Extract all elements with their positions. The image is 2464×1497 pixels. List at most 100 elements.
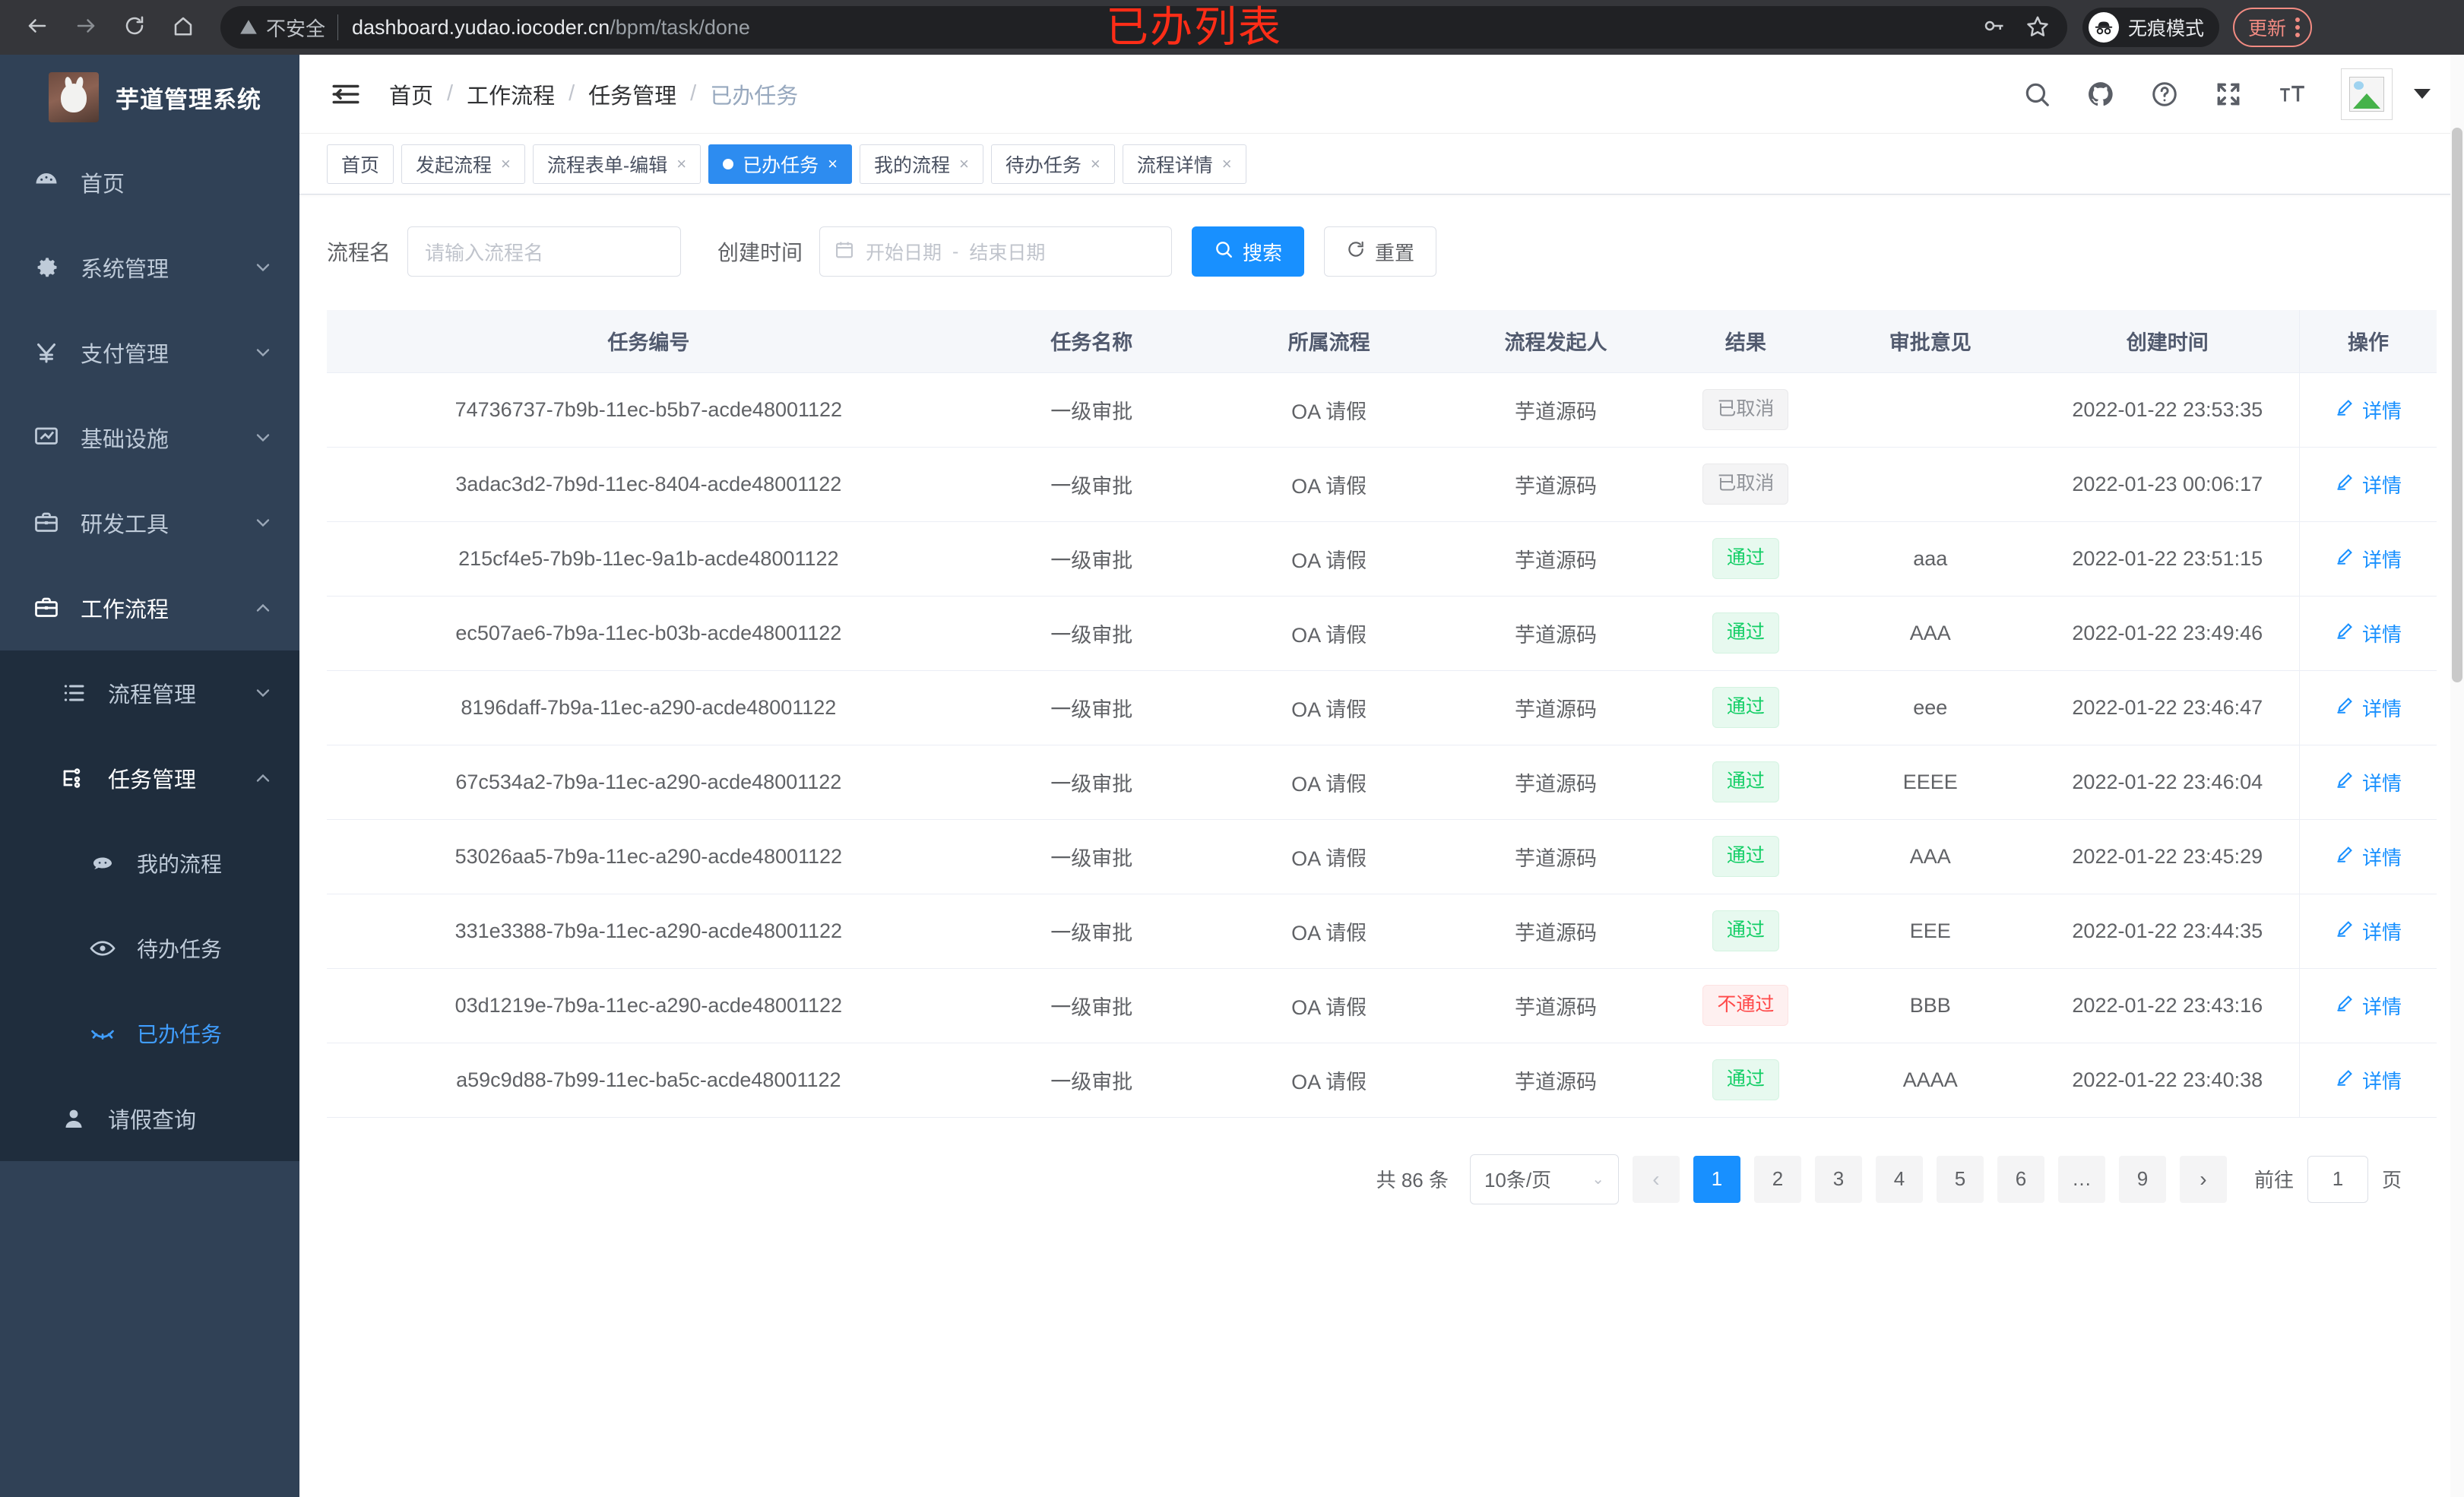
process-name-input[interactable]: 请输入流程名: [407, 226, 682, 277]
tab-process-detail[interactable]: 流程详情 ×: [1122, 144, 1246, 184]
sidebar-item-payment-management[interactable]: 支付管理: [0, 310, 299, 395]
create-time-daterange[interactable]: 开始日期 - 结束日期: [819, 226, 1173, 277]
table-row[interactable]: 8196daff-7b9a-11ec-a290-acde48001122 一级审批…: [327, 670, 2437, 745]
forward-button[interactable]: [64, 5, 108, 49]
reset-button[interactable]: 重置: [1324, 226, 1437, 277]
table-row[interactable]: a59c9d88-7b99-11ec-ba5c-acde48001122 一级审批…: [327, 1043, 2437, 1118]
page-button-4[interactable]: 4: [1875, 1155, 1923, 1203]
hamburger-icon[interactable]: [330, 78, 362, 110]
close-icon[interactable]: ×: [676, 153, 687, 173]
sidebar-item-home[interactable]: 首页: [0, 140, 299, 225]
detail-button[interactable]: 详情: [2335, 992, 2402, 1020]
sidebar-item-dev-tools[interactable]: 研发工具: [0, 480, 299, 565]
table-row[interactable]: 215cf4e5-7b9b-11ec-9a1b-acde48001122 一级审批…: [327, 521, 2437, 597]
reload-button[interactable]: [112, 5, 157, 49]
prev-page-button[interactable]: ‹: [1632, 1155, 1680, 1203]
cell-initiator: 芋道源码: [1445, 521, 1667, 597]
table-row[interactable]: ec507ae6-7b9a-11ec-b03b-acde48001122 一级审批…: [327, 596, 2437, 671]
detail-button[interactable]: 详情: [2335, 545, 2402, 573]
brand-header[interactable]: 芋道管理系统: [0, 55, 299, 140]
incognito-indicator[interactable]: 无痕模式: [2082, 8, 2220, 47]
close-icon[interactable]: ×: [828, 153, 838, 173]
detail-button[interactable]: 详情: [2335, 768, 2402, 796]
sidebar-item-system-management[interactable]: 系统管理: [0, 225, 299, 310]
avatar[interactable]: [2341, 68, 2393, 120]
jump-page-input[interactable]: 1: [2307, 1155, 2368, 1203]
address-bar[interactable]: 不安全 dashboard.yudao.iocoder.cn/bpm/task/…: [220, 6, 2067, 49]
security-warning-icon: [239, 17, 258, 37]
page-size-select[interactable]: 10条/页 ⌄: [1469, 1154, 1619, 1204]
detail-button[interactable]: 详情: [2335, 694, 2402, 722]
sidebar-item-label: 研发工具: [81, 513, 169, 537]
close-icon[interactable]: ×: [501, 153, 511, 173]
edit-pencil-icon: [2335, 844, 2355, 869]
search-button-label: 搜索: [1243, 241, 1283, 264]
page-button-6[interactable]: 6: [1997, 1155, 2044, 1203]
detail-button[interactable]: 详情: [2335, 470, 2402, 498]
sidebar-item-task-management[interactable]: 任务管理: [0, 736, 299, 821]
tab-home[interactable]: 首页: [327, 144, 394, 184]
cell-initiator: 芋道源码: [1445, 819, 1667, 894]
breadcrumb-item-0[interactable]: 首页: [389, 84, 434, 109]
detail-label: 详情: [2362, 1069, 2402, 1093]
tab-start-process[interactable]: 发起流程 ×: [401, 144, 525, 184]
cell-operation: 详情: [2299, 894, 2437, 969]
sidebar-item-workflow[interactable]: 工作流程: [0, 565, 299, 650]
tab-todo-tasks[interactable]: 待办任务 ×: [990, 144, 1115, 184]
back-button[interactable]: [15, 5, 59, 49]
tab-process-form-edit[interactable]: 流程表单-编辑 ×: [532, 144, 702, 184]
table-row[interactable]: 53026aa5-7b9a-11ec-a290-acde48001122 一级审批…: [327, 819, 2437, 894]
table-row[interactable]: 331e3388-7b9a-11ec-a290-acde48001122 一级审批…: [327, 894, 2437, 969]
cell-initiator: 芋道源码: [1445, 1043, 1667, 1118]
sidebar-item-my-process[interactable]: 我的流程: [0, 821, 299, 906]
table-row[interactable]: 74736737-7b9b-11ec-b5b7-acde48001122 一级审批…: [327, 372, 2437, 448]
close-icon[interactable]: ×: [1090, 153, 1101, 173]
help-circle-icon[interactable]: [2149, 79, 2180, 109]
chevron-down-icon[interactable]: [2414, 89, 2431, 99]
sidebar-item-infrastructure[interactable]: 基础设施: [0, 395, 299, 480]
chat-icon: [88, 849, 117, 878]
page-button-1[interactable]: 1: [1693, 1155, 1740, 1203]
table-row[interactable]: 3adac3d2-7b9d-11ec-8404-acde48001122 一级审批…: [327, 447, 2437, 522]
table-row[interactable]: 03d1219e-7b9a-11ec-a290-acde48001122 一级审批…: [327, 968, 2437, 1043]
close-icon[interactable]: ×: [1221, 153, 1232, 173]
bookmark-star-icon[interactable]: [2026, 14, 2049, 41]
page-scrollbar-track[interactable]: [2450, 55, 2464, 1497]
search-icon[interactable]: [2022, 79, 2052, 109]
page-scrollbar-thumb[interactable]: [2452, 128, 2462, 682]
next-page-button[interactable]: ›: [2179, 1155, 2227, 1203]
sidebar-item-done-tasks[interactable]: 已办任务: [0, 991, 299, 1076]
page-button-2[interactable]: 2: [1753, 1155, 1801, 1203]
detail-button[interactable]: 详情: [2335, 396, 2402, 424]
update-button[interactable]: 更新: [2233, 8, 2313, 47]
detail-button[interactable]: 详情: [2335, 843, 2402, 871]
tab-done-tasks[interactable]: 已办任务 ×: [708, 144, 852, 184]
fullscreen-icon[interactable]: [2213, 79, 2244, 109]
sidebar-item-process-management[interactable]: 流程管理: [0, 650, 299, 736]
breadcrumb-item-1[interactable]: 工作流程: [467, 84, 556, 109]
breadcrumb-item-2[interactable]: 任务管理: [588, 84, 677, 109]
app-logo-icon: [49, 72, 99, 122]
font-size-icon[interactable]: [2277, 79, 2307, 109]
detail-button[interactable]: 详情: [2335, 917, 2402, 945]
filter-toolbar: 流程名 请输入流程名 创建时间 开始日期 - 结束日期 搜索: [327, 222, 2437, 310]
kebab-menu-icon[interactable]: [2295, 17, 2301, 37]
col-process: 所属流程: [1212, 310, 1446, 373]
github-icon[interactable]: [2086, 79, 2116, 109]
sidebar-item-leave-query[interactable]: 请假查询: [0, 1076, 299, 1161]
table-row[interactable]: 67c534a2-7b9a-11ec-a290-acde48001122 一级审批…: [327, 745, 2437, 820]
detail-button[interactable]: 详情: [2335, 619, 2402, 647]
page-button-9[interactable]: 9: [2118, 1155, 2166, 1203]
search-button[interactable]: 搜索: [1192, 226, 1305, 277]
tab-my-process[interactable]: 我的流程 ×: [859, 144, 983, 184]
sidebar-item-todo-tasks[interactable]: 待办任务: [0, 906, 299, 991]
key-icon[interactable]: [1982, 14, 2005, 41]
cell-process: OA 请假: [1212, 372, 1446, 448]
detail-button[interactable]: 详情: [2335, 1066, 2402, 1094]
close-icon[interactable]: ×: [958, 153, 969, 173]
page-button-3[interactable]: 3: [1814, 1155, 1862, 1203]
page-ellipsis-button[interactable]: …: [2057, 1155, 2105, 1203]
status-badge: 通过: [1712, 761, 1779, 802]
page-button-5[interactable]: 5: [1936, 1155, 1984, 1203]
home-button[interactable]: [161, 5, 205, 49]
